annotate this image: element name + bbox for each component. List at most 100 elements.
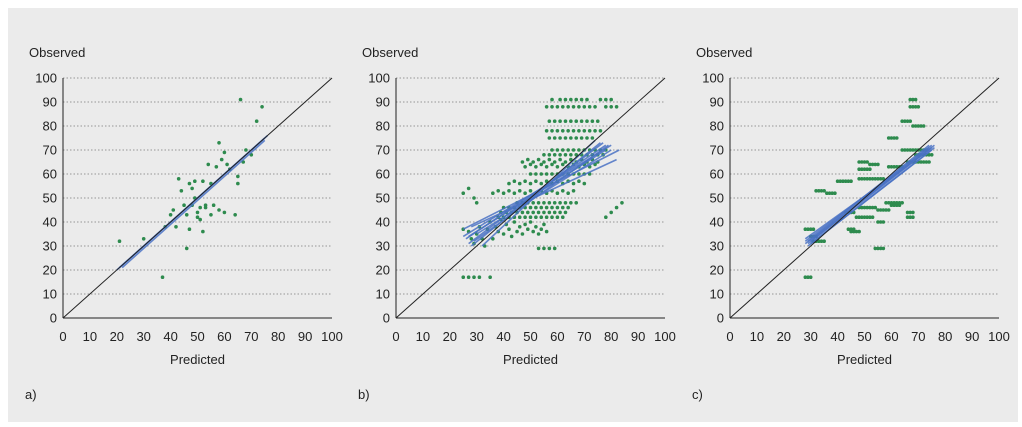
data-point (913, 105, 918, 109)
data-point (560, 129, 565, 133)
data-point (534, 225, 538, 229)
data-point (819, 189, 824, 193)
data-point (491, 237, 495, 241)
data-point (542, 222, 546, 227)
data-point (894, 165, 899, 169)
x-tick-label: 10 (750, 329, 764, 344)
data-point (160, 275, 165, 280)
data-point (547, 201, 552, 205)
data-point (889, 136, 894, 140)
data-point (571, 181, 576, 186)
y-tick-label: 100 (702, 71, 724, 86)
y-axis-title: Observed (696, 45, 752, 60)
data-point (876, 177, 880, 181)
x-tick-label: 80 (271, 329, 285, 344)
data-point (187, 181, 192, 186)
y-tick-label: 10 (43, 287, 57, 302)
data-point (560, 189, 565, 193)
data-point (905, 210, 910, 215)
data-point (528, 181, 533, 186)
data-point (884, 201, 888, 205)
y-tick-label: 80 (376, 119, 390, 134)
data-point (868, 215, 872, 219)
data-point (609, 210, 613, 215)
data-point (900, 148, 904, 152)
data-point (878, 177, 883, 181)
data-point (534, 205, 538, 210)
data-point (528, 205, 533, 210)
data-point (236, 174, 240, 179)
y-tick-label: 90 (710, 95, 724, 110)
data-point (550, 129, 554, 133)
data-point (544, 129, 549, 133)
data-point (531, 210, 535, 215)
data-point (550, 105, 554, 109)
data-point (536, 157, 541, 162)
data-point (555, 105, 560, 109)
data-point (870, 177, 875, 181)
y-tick-label: 10 (710, 287, 724, 302)
data-point (569, 136, 573, 140)
data-point (582, 105, 587, 109)
data-point (187, 227, 192, 231)
data-point (614, 105, 619, 109)
data-point (563, 160, 568, 164)
data-point (862, 177, 867, 181)
data-point (222, 150, 227, 155)
data-point (865, 205, 869, 210)
data-point (539, 162, 544, 167)
data-point (838, 179, 843, 183)
data-point (560, 162, 565, 167)
data-point (873, 162, 878, 167)
data-point (609, 97, 613, 102)
data-point (550, 172, 554, 176)
data-point (536, 201, 541, 205)
data-point (558, 153, 562, 157)
data-point (198, 217, 202, 222)
data-point (571, 105, 576, 109)
data-point (569, 97, 573, 102)
data-point (865, 177, 869, 181)
data-point (193, 179, 197, 183)
x-tick-label: 50 (857, 329, 871, 344)
chart-panel-1: 0 10 20 30 40 50 60 70 80 90 100 0 10 20 30 40 50 60 70 80 9… (25, 45, 343, 402)
x-tick-label: 80 (604, 329, 618, 344)
data-point (544, 229, 549, 234)
data-point (534, 172, 538, 176)
data-point (870, 215, 875, 219)
data-point (903, 148, 907, 152)
data-point (886, 201, 891, 205)
data-point (560, 215, 565, 219)
x-tick-label: 10 (416, 329, 430, 344)
y-tick-label: 100 (368, 71, 390, 86)
data-point (523, 222, 527, 227)
y-tick-label: 60 (43, 167, 57, 182)
x-tick-label: 100 (988, 329, 1010, 344)
fit-line (121, 139, 266, 269)
data-point (517, 181, 522, 186)
data-point (571, 189, 576, 193)
fit-line (476, 149, 612, 235)
y-tick-label: 90 (43, 95, 57, 110)
data-point (219, 157, 224, 162)
data-point (254, 119, 259, 123)
data-point (566, 148, 570, 152)
data-point (857, 160, 861, 164)
x-tick-label: 80 (938, 329, 952, 344)
data-point (900, 119, 904, 123)
data-point (860, 177, 864, 181)
data-point (574, 201, 579, 205)
data-point (862, 215, 867, 219)
x-tick-label: 60 (217, 329, 231, 344)
data-point (894, 203, 899, 207)
data-point (566, 129, 570, 133)
diagonal-line (395, 77, 666, 319)
data-point (811, 227, 816, 231)
data-point (168, 213, 173, 217)
data-point (520, 232, 525, 236)
data-point (870, 205, 875, 210)
y-tick-label: 70 (376, 143, 390, 158)
data-point (558, 119, 562, 123)
data-point (868, 162, 872, 167)
data-point (566, 205, 570, 210)
